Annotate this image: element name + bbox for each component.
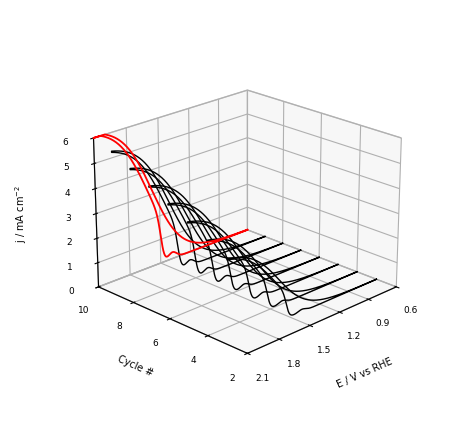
- X-axis label: E / V vs RHE: E / V vs RHE: [335, 356, 394, 390]
- Y-axis label: Cycle #: Cycle #: [116, 353, 155, 378]
